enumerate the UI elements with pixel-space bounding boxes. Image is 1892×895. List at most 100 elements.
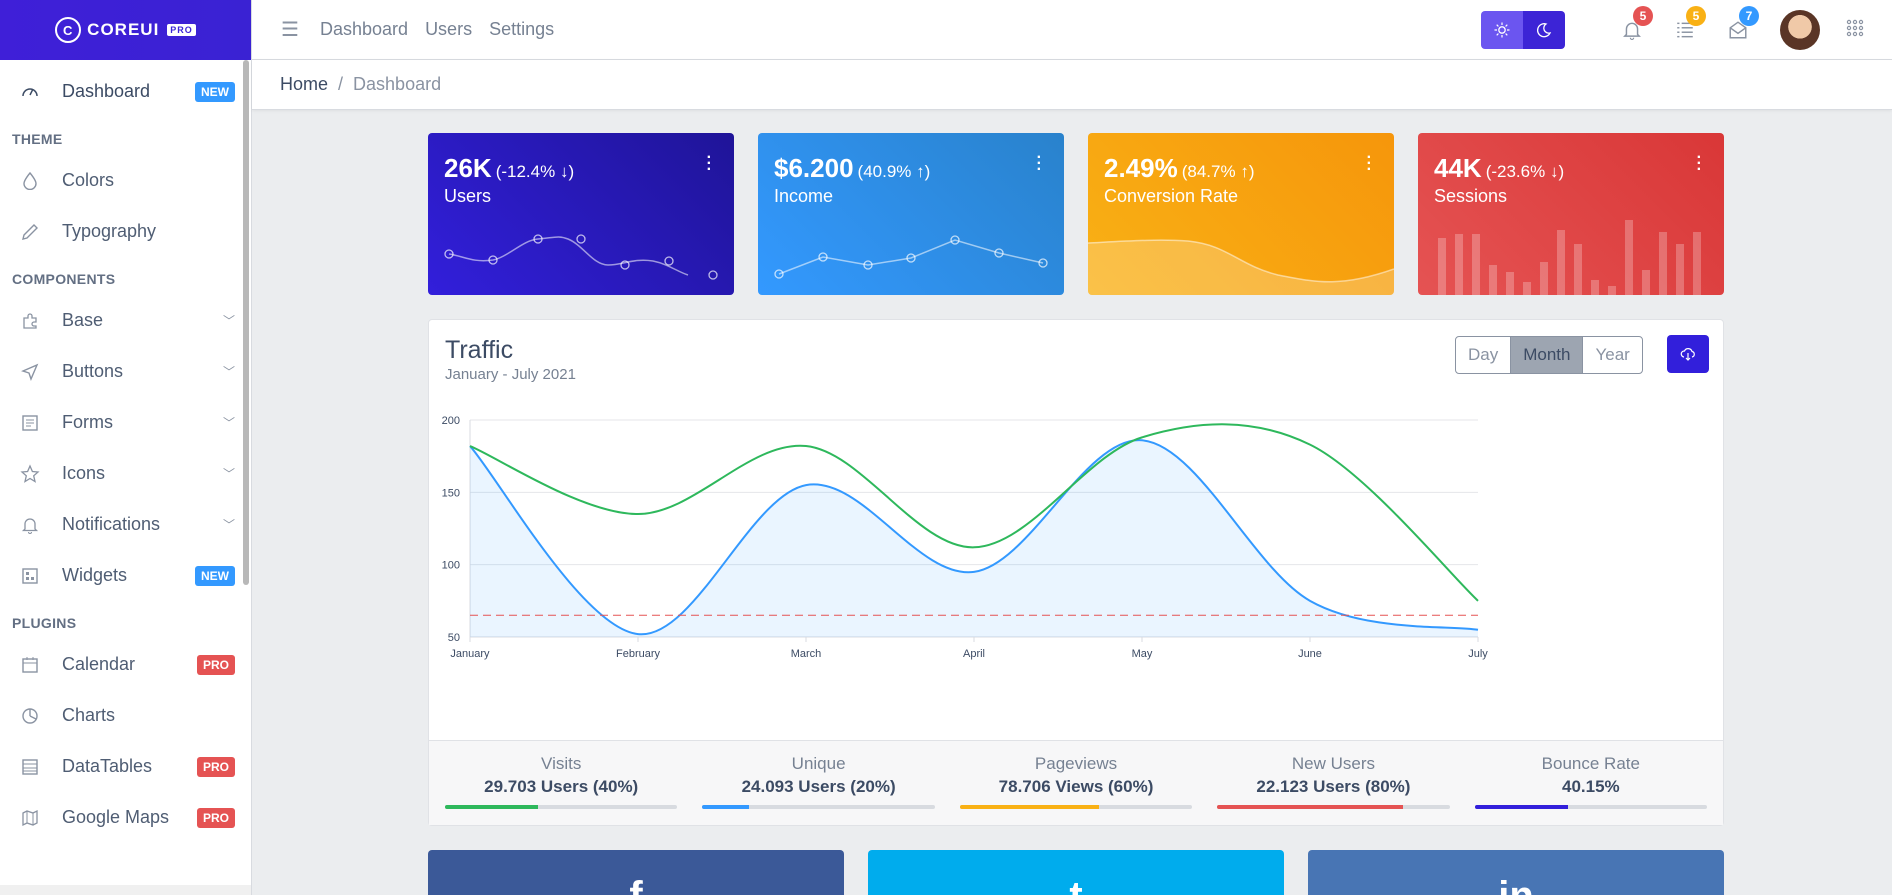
mail-count-badge: 7 bbox=[1739, 6, 1759, 26]
period-month-button[interactable]: Month bbox=[1511, 337, 1584, 373]
sidebar-item-forms[interactable]: Forms ﹀ bbox=[0, 397, 251, 448]
x-tick-label: June bbox=[1298, 648, 1322, 660]
stat-unique: Unique 24.093 Users (20%) bbox=[702, 741, 935, 825]
x-tick-label: July bbox=[1468, 648, 1488, 660]
sidebar-item-typography[interactable]: Typography bbox=[0, 206, 251, 257]
period-year-button[interactable]: Year bbox=[1595, 345, 1630, 364]
sidebar-item-label: Widgets bbox=[62, 565, 128, 585]
download-button[interactable] bbox=[1667, 335, 1709, 373]
sidebar-item-charts[interactable]: Charts bbox=[0, 690, 251, 741]
progress-fill bbox=[1217, 805, 1404, 809]
header-nav-settings[interactable]: Settings bbox=[489, 19, 555, 39]
y-tick-label: 100 bbox=[442, 560, 460, 572]
header-nav-dashboard[interactable]: Dashboard bbox=[320, 19, 409, 39]
header: ☰ Dashboard Users Settings 5 5 7 bbox=[252, 0, 1892, 60]
sidebar-item-icons[interactable]: Icons ﹀ bbox=[0, 448, 251, 499]
moon-icon[interactable] bbox=[1523, 11, 1565, 49]
series-area bbox=[470, 440, 1478, 637]
stat-new-users: New Users 22.123 Users (80%) bbox=[1217, 741, 1450, 825]
more-vertical-icon[interactable]: · · · bbox=[1366, 149, 1372, 178]
notes-icon bbox=[18, 411, 42, 435]
y-tick-label: 150 bbox=[442, 487, 460, 499]
series-line bbox=[469, 423, 1479, 602]
sidebar-item-notifications[interactable]: Notifications ﹀ bbox=[0, 499, 251, 550]
sidebar-item-dashboard[interactable]: Dashboard NEW bbox=[0, 66, 251, 117]
sidebar-item-datatables[interactable]: DataTables PRO bbox=[0, 741, 251, 792]
chevron-down-icon: ﹀ bbox=[222, 314, 235, 328]
sidebar-item-label: Buttons bbox=[62, 361, 124, 381]
notifications-bell-icon[interactable]: 5 bbox=[1605, 0, 1658, 60]
widget-change: (84.7% ↑) bbox=[1181, 162, 1255, 181]
task-list-icon[interactable]: 5 bbox=[1658, 0, 1711, 60]
brand-tag: PRO bbox=[167, 24, 196, 36]
widget-change: (40.9% ↑) bbox=[857, 162, 931, 181]
traffic-stats: Visits 29.703 Users (40%) Unique 24.093 … bbox=[429, 740, 1723, 825]
chevron-down-icon: ﹀ bbox=[222, 365, 235, 379]
stat-label: New Users bbox=[1291, 754, 1375, 773]
traffic-title: Traffic bbox=[445, 336, 514, 364]
list-rich-icon bbox=[18, 755, 42, 779]
sidebar-item-label: Dashboard bbox=[62, 81, 151, 101]
pro-badge: PRO bbox=[196, 807, 235, 828]
x-tick-label: April bbox=[963, 648, 985, 660]
more-vertical-icon[interactable]: · · · bbox=[1696, 149, 1702, 178]
envelope-icon[interactable]: 7 bbox=[1711, 0, 1764, 60]
apps-grid-icon[interactable] bbox=[1846, 19, 1864, 42]
traffic-card: Traffic January - July 2021 Day Month Ye… bbox=[428, 319, 1724, 826]
widget-income: $6.200 (40.9% ↑) Income · · · bbox=[758, 133, 1064, 295]
sidebar-horizontal-scrollbar[interactable] bbox=[0, 885, 251, 895]
stat-value: 24.093 Users (20%) bbox=[741, 777, 896, 796]
chevron-down-icon: ﹀ bbox=[222, 518, 235, 532]
period-day-button[interactable]: Day bbox=[1456, 337, 1512, 373]
progress-bar bbox=[1217, 805, 1450, 809]
sidebar-item-base[interactable]: Base ﹀ bbox=[0, 295, 251, 346]
widget-users: 26K (-12.4% ↓) Users · · · bbox=[428, 133, 734, 295]
sidebar-item-label: Colors bbox=[62, 170, 115, 190]
widget-value: $6.200 (40.9% ↑) bbox=[774, 153, 930, 184]
stat-label: Pageviews bbox=[1034, 754, 1118, 773]
sidebar-item-label: Base bbox=[62, 310, 104, 330]
progress-fill bbox=[1474, 805, 1568, 809]
sidebar-item-google-maps[interactable]: Google Maps PRO bbox=[0, 792, 251, 843]
stat-label: Bounce Rate bbox=[1541, 754, 1640, 773]
list-count-badge: 5 bbox=[1686, 6, 1706, 26]
chart-pie-icon bbox=[18, 704, 42, 728]
x-tick-label: February bbox=[616, 648, 661, 660]
stat-value: 29.703 Users (40%) bbox=[484, 777, 639, 796]
nav-section-title: COMPONENTS bbox=[12, 271, 116, 287]
widget-sessions: 44K (-23.6% ↓) Sessions · · · bbox=[1418, 133, 1724, 295]
sidebar-item-calendar[interactable]: Calendar PRO bbox=[0, 639, 251, 690]
sidebar-item-colors[interactable]: Colors bbox=[0, 155, 251, 206]
coreui-icon: C bbox=[55, 17, 82, 43]
theme-switch bbox=[1481, 11, 1565, 49]
sidebar-item-label: Icons bbox=[62, 463, 106, 483]
pro-badge: PRO bbox=[196, 756, 235, 777]
widget-conversion-rate: 2.49% (84.7% ↑) Conversion Rate · · · bbox=[1088, 133, 1394, 295]
chevron-down-icon: ﹀ bbox=[222, 467, 235, 481]
sidebar-toggler-icon[interactable]: ☰ bbox=[281, 19, 299, 41]
sun-icon[interactable] bbox=[1481, 11, 1523, 49]
cursor-icon bbox=[18, 360, 42, 384]
sidebar-item-label: DataTables bbox=[62, 756, 153, 776]
brand-logo[interactable]: C COREUI PRO bbox=[0, 0, 251, 60]
sidebar-item-label: Charts bbox=[62, 705, 116, 725]
sidebar-nav: Dashboard NEW THEME Colors Typography CO… bbox=[0, 60, 251, 843]
pencil-icon bbox=[18, 220, 42, 244]
conversion-area-chart bbox=[1088, 239, 1394, 295]
widget-label: Sessions bbox=[1434, 186, 1508, 206]
header-nav-users[interactable]: Users bbox=[425, 19, 473, 39]
more-vertical-icon[interactable]: · · · bbox=[706, 149, 712, 178]
sidebar-item-widgets[interactable]: Widgets NEW bbox=[0, 550, 251, 601]
widget-label: Income bbox=[774, 186, 834, 206]
widget-value: 2.49% (84.7% ↑) bbox=[1104, 153, 1254, 184]
more-vertical-icon[interactable]: · · · bbox=[1036, 149, 1042, 178]
sidebar-item-buttons[interactable]: Buttons ﹀ bbox=[0, 346, 251, 397]
sidebar-scrollbar[interactable] bbox=[243, 60, 249, 585]
header-nav: Dashboard Users Settings bbox=[320, 19, 554, 40]
breadcrumb-home[interactable]: Home bbox=[280, 74, 329, 94]
stat-bounce-rate: Bounce Rate 40.15% bbox=[1474, 741, 1708, 825]
widget-label: Conversion Rate bbox=[1104, 186, 1239, 206]
user-avatar[interactable] bbox=[1780, 10, 1820, 50]
cloud-download-icon bbox=[1680, 348, 1695, 361]
stat-label: Unique bbox=[791, 754, 846, 773]
